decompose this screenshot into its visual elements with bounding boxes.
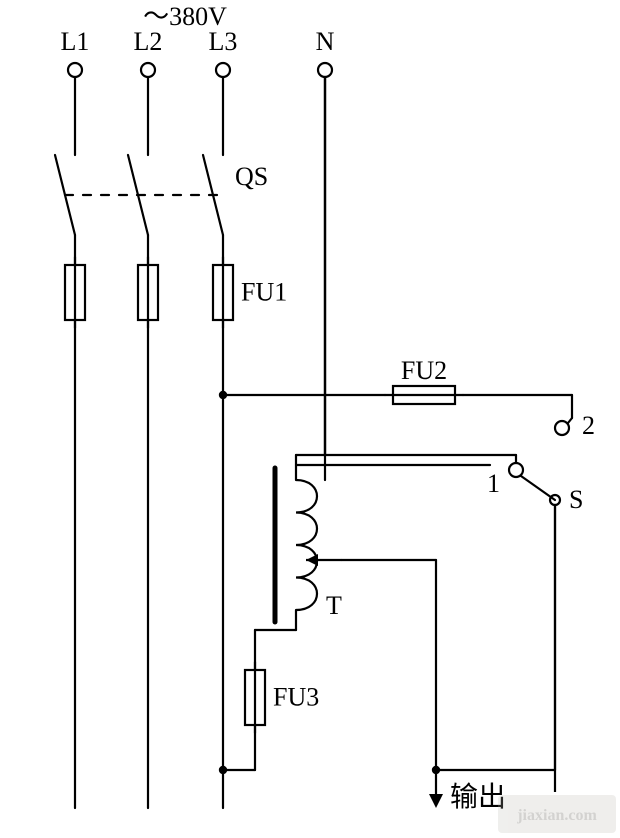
label: L3 — [209, 27, 238, 56]
watermark: jiaxian.com — [516, 807, 597, 824]
output-label: 输出 — [450, 781, 506, 813]
fuse-fu1-label: FU1 — [241, 278, 287, 307]
fuse-fu3-label: FU3 — [273, 683, 319, 712]
selector-pos2-label: 2 — [582, 411, 595, 440]
selector-s-label: S — [569, 485, 583, 514]
label: N — [316, 27, 335, 56]
label: L2 — [134, 27, 163, 56]
selector-pos1-label: 1 — [487, 469, 500, 498]
circuit-diagram: ～380VL1L2L3NQSFU1FU221T输出FU3Sjiaxian.com — [0, 0, 620, 838]
label: L1 — [61, 27, 90, 56]
transformer-t-label: T — [326, 591, 342, 620]
fuse-fu2-label: FU2 — [401, 356, 447, 385]
switch-qs-label: QS — [235, 162, 268, 191]
